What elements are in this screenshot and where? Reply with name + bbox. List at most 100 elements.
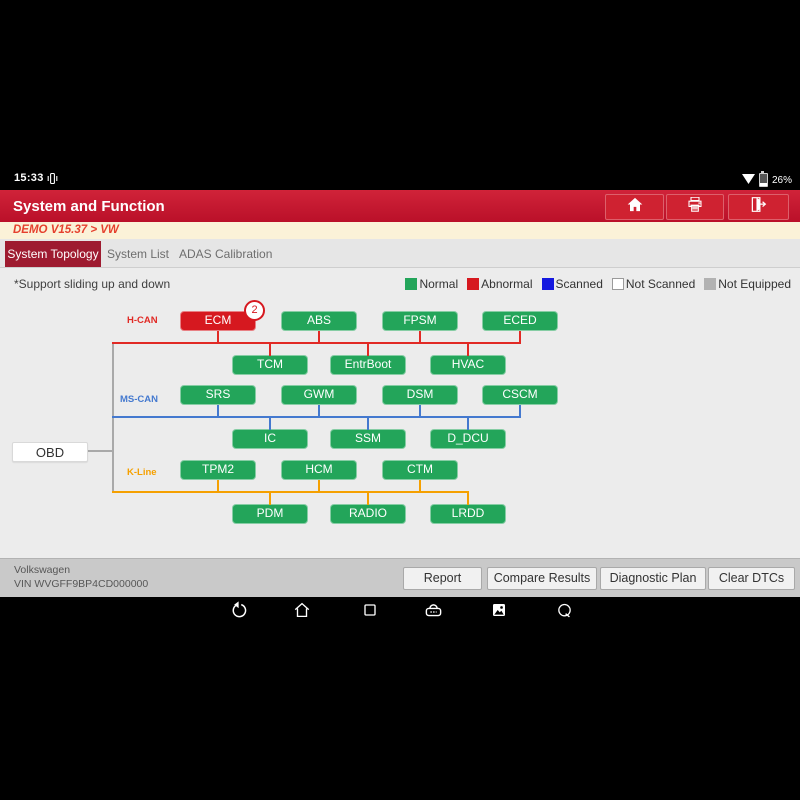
battery-percent: 26% (771, 174, 792, 186)
bus-connector-line (419, 405, 421, 417)
exit-icon (750, 197, 767, 217)
legend-swatch-not-scanned (611, 278, 624, 290)
node-label: DSM (406, 387, 434, 401)
compare-results-button[interactable]: Compare Results (487, 567, 597, 590)
node-label: CSCM (502, 387, 538, 401)
system-node-ssm[interactable]: SSM (330, 429, 406, 449)
mscan-bus-label: MS-CAN (120, 394, 158, 405)
node-label: EntrBoot (344, 357, 392, 371)
system-node-ic[interactable]: IC (232, 429, 308, 449)
system-node-dsm[interactable]: DSM (382, 385, 458, 405)
legend-swatch-scanned (541, 278, 554, 290)
node-label: TCM (257, 357, 283, 371)
system-node-pdm[interactable]: PDM (232, 504, 308, 524)
node-label: ECED (503, 313, 537, 327)
bus-connector-line (269, 418, 271, 430)
print-button[interactable] (666, 194, 724, 220)
system-node-tcm[interactable]: TCM (232, 355, 308, 375)
node-label: ABS (306, 313, 331, 327)
scroll-hint: *Support sliding up and down (14, 277, 171, 291)
status-bar: 15:33 26% (0, 168, 800, 190)
clear-dtcs-button[interactable]: Clear DTCs (708, 567, 795, 590)
vehicle-footer: Volkswagen VIN WVGFF9BP4CD000000 Report … (0, 558, 800, 597)
tab-bar: System Topology System List ADAS Calibra… (0, 239, 800, 268)
node-label: CTM (407, 462, 433, 476)
bus-connector-line (519, 405, 521, 417)
home-nav-icon[interactable] (292, 600, 312, 620)
bus-connector-line (467, 418, 469, 430)
node-label: TPM2 (201, 462, 234, 476)
bus-connector-line (367, 493, 369, 505)
system-node-hcm[interactable]: HCM (281, 460, 357, 480)
tab-system-topology[interactable]: System Topology (5, 241, 101, 267)
vehicle-make: Volkswagen (14, 564, 71, 576)
system-node-abs[interactable]: ABS (281, 311, 357, 331)
obd-node: OBD (12, 442, 88, 462)
system-node-ecm[interactable]: ECM 2 (180, 300, 265, 331)
legend-swatch-normal (405, 278, 418, 290)
legend-label: Scanned (555, 277, 603, 291)
exit-button[interactable] (728, 194, 789, 220)
tab-system-list[interactable]: System List (107, 247, 170, 261)
kline-bus-label: K-Line (127, 467, 157, 478)
bus-connector-line (318, 405, 320, 417)
status-legend: Normal Abnormal Scanned Not Scanned Not … (396, 277, 791, 291)
tab-adas-calibration[interactable]: ADAS Calibration (179, 247, 273, 261)
system-node-ctm[interactable]: CTM (382, 460, 458, 480)
recents-icon[interactable] (360, 600, 380, 620)
android-nav-bar (0, 597, 800, 800)
diagnostic-device-icon[interactable] (423, 600, 443, 620)
bus-connector-line (467, 493, 469, 505)
bus-connector-line (367, 344, 369, 356)
mscan-bus-line (112, 416, 521, 418)
legend-swatch-not-equipped (704, 278, 717, 290)
node-label: HVAC (451, 357, 485, 371)
node-label: SSM (354, 431, 381, 445)
bus-connector-line (217, 405, 219, 417)
bus-connector-line (269, 493, 271, 505)
kline-bus-line (112, 491, 469, 493)
system-node-cscm[interactable]: CSCM (482, 385, 558, 405)
hcan-bus-label: H-CAN (127, 315, 158, 326)
diagnostic-plan-button[interactable]: Diagnostic Plan (600, 567, 706, 590)
system-node-eced[interactable]: ECED (482, 311, 558, 331)
bus-connector-line (217, 331, 219, 343)
home-button[interactable] (605, 194, 664, 220)
system-node-entrboot[interactable]: EntrBoot (330, 355, 406, 375)
system-node-d-dcu[interactable]: D_DCU (430, 429, 506, 449)
browser-icon[interactable] (554, 600, 574, 620)
bus-connector-line (269, 344, 271, 356)
bus-connector-line (367, 418, 369, 430)
page-title: System and Function (13, 198, 165, 215)
legend-label: Abnormal (481, 277, 533, 291)
node-label: IC (264, 431, 276, 445)
node-label: LRDD (451, 506, 485, 520)
battery-icon (758, 171, 768, 187)
topology-canvas: *Support sliding up and down Normal Abno… (0, 268, 800, 558)
bus-connector-line (318, 331, 320, 343)
bus-connector-line (467, 344, 469, 356)
system-node-hvac[interactable]: HVAC (430, 355, 506, 375)
bus-connector-line (419, 480, 421, 492)
system-node-gwm[interactable]: GWM (281, 385, 357, 405)
printer-icon (687, 196, 703, 217)
system-node-lrdd[interactable]: LRDD (430, 504, 506, 524)
report-button[interactable]: Report (403, 567, 482, 590)
dtc-count-badge: 2 (244, 300, 265, 321)
system-node-tpm2[interactable]: TPM2 (180, 460, 256, 480)
node-label: FPSM (403, 313, 437, 327)
bus-connector-line (519, 331, 521, 343)
back-icon[interactable] (229, 600, 249, 620)
legend-label: Not Equipped (718, 277, 791, 291)
legend-item: Abnormal (467, 277, 533, 291)
hcan-bus-line (112, 342, 521, 344)
system-node-radio[interactable]: RADIO (330, 504, 406, 524)
node-label: GWM (303, 387, 335, 401)
screenshot-icon[interactable] (489, 600, 509, 620)
system-node-srs[interactable]: SRS (180, 385, 256, 405)
legend-item: Not Scanned (611, 277, 695, 291)
system-node-fpsm[interactable]: FPSM (382, 311, 458, 331)
app-header: System and Function (0, 190, 800, 222)
obd-connector-line (88, 450, 112, 452)
breadcrumb: DEMO V15.37 > VW (0, 222, 800, 239)
